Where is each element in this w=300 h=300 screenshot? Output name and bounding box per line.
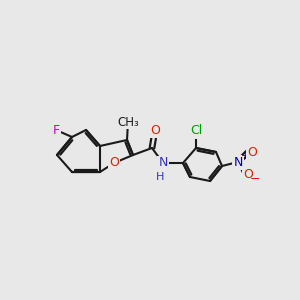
Text: F: F	[52, 124, 60, 136]
Text: +: +	[241, 151, 249, 161]
Text: O: O	[247, 146, 257, 158]
Text: Cl: Cl	[190, 124, 202, 137]
Text: CH₃: CH₃	[117, 116, 139, 128]
Text: −: −	[250, 172, 260, 185]
Text: N: N	[233, 155, 243, 169]
Text: O: O	[150, 124, 160, 136]
Text: N: N	[158, 157, 168, 169]
Text: O: O	[109, 157, 119, 169]
Text: H: H	[156, 172, 164, 182]
Text: O: O	[243, 169, 253, 182]
